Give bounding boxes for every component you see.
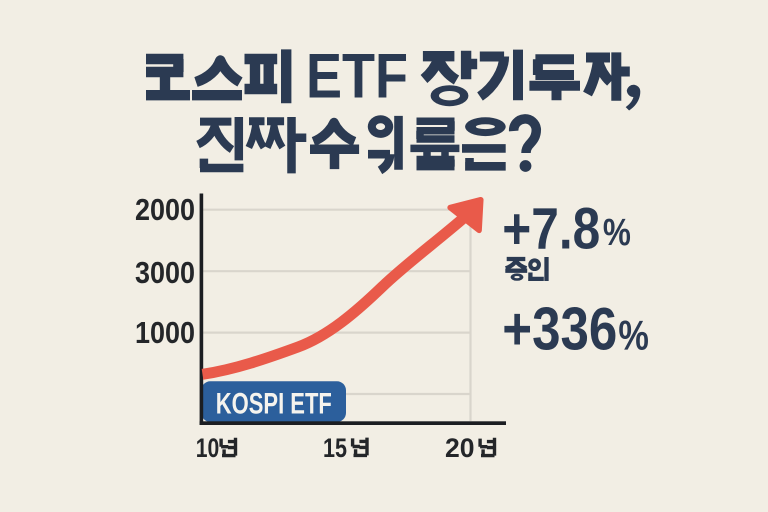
svg-text:+7.8: +7.8	[502, 196, 600, 261]
svg-text:1000: 1000	[135, 315, 195, 350]
svg-text:3000: 3000	[135, 255, 195, 290]
svg-text:+336: +336	[502, 296, 617, 363]
svg-text:10: 10	[196, 433, 220, 463]
svg-text:%: %	[603, 211, 631, 253]
svg-text:2000: 2000	[135, 192, 195, 227]
svg-text:15: 15	[323, 433, 347, 463]
svg-text:KOSPI ETF: KOSPI ETF	[216, 388, 332, 421]
svg-text:%: %	[618, 312, 649, 359]
svg-text:ETF: ETF	[306, 42, 408, 112]
svg-text:20: 20	[445, 433, 475, 463]
